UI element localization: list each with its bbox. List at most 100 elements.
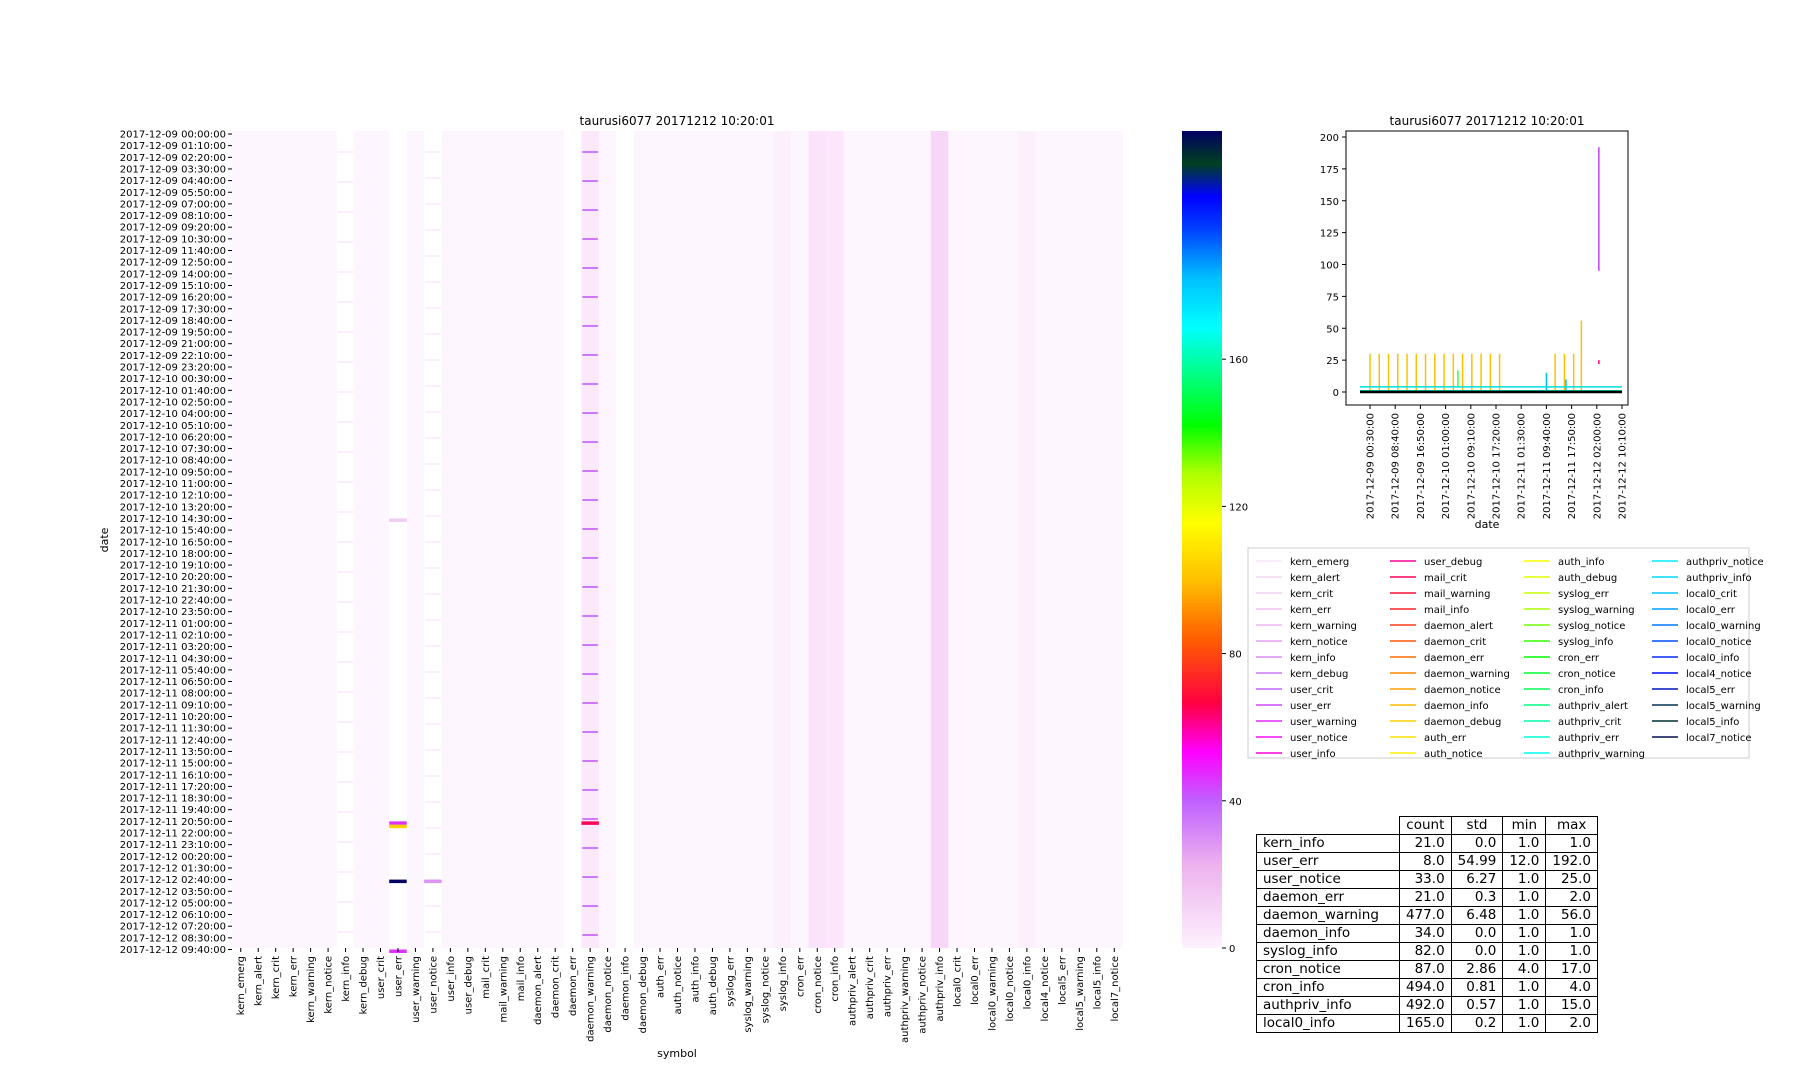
line-chart-ytick-label: 150 (1320, 197, 1339, 208)
heatmap-cell-syslog_info (774, 511, 791, 513)
heatmap-cell-cron_notice (809, 221, 825, 223)
heatmap-cell-cron_notice (809, 501, 825, 503)
heatmap-xtick-label: daemon_warning (586, 956, 597, 1042)
legend: kern_emerg kern_alert kern_crit kern_errker… (1247, 547, 1764, 760)
legend-label: user_crit (1290, 685, 1333, 696)
heatmap-cell-daemon_warning (582, 151, 598, 153)
heatmap-cell-cron_notice (809, 487, 825, 489)
heatmap-ytick-label: 2017-12-09 15:10:00 (120, 281, 226, 292)
heatmap-cell-user_err (389, 821, 407, 825)
heatmap-cell-cron_notice (809, 424, 825, 426)
heatmap-cell-daemon_warning (582, 905, 598, 907)
heatmap-xtick-label: local4_notice (1040, 956, 1051, 1021)
legend-label: kern_alert (1290, 573, 1340, 584)
heatmap-cell-cron_notice (809, 508, 825, 510)
heatmap-cell-cron_notice (809, 298, 825, 300)
heatmap-xtick-label: authpriv_warning (900, 956, 911, 1043)
legend-label: local0_notice (1686, 637, 1751, 648)
heatmap-ytick-label: 2017-12-11 09:10:00 (120, 700, 226, 711)
heatmap-xtick-label: syslog_info (778, 956, 789, 1011)
heatmap-ytick-label: 2017-12-10 21:30:00 (120, 584, 226, 595)
heatmap-cell-syslog_info (774, 412, 791, 414)
heatmap-xtick-label: user_warning (411, 956, 422, 1023)
heatmap-cell-user_notice (425, 541, 441, 543)
stats-cell-count: 21.0 (1399, 834, 1452, 853)
heatmap-ytick-label: 2017-12-11 20:50:00 (120, 817, 226, 828)
heatmap-ytick-label: 2017-12-11 12:40:00 (120, 735, 226, 746)
stats-row-label: user_err (1256, 852, 1400, 871)
colorbar: 0 40 80 120 160 (1182, 131, 1248, 955)
heatmap-xtick-label: kern_emerg (236, 956, 247, 1015)
heatmap-cell-daemon_warning (582, 180, 598, 182)
heatmap-xtick-label: mail_crit (481, 956, 492, 999)
heatmap-cell-user_notice (425, 437, 441, 439)
heatmap-ytick-label: 2017-12-11 23:10:00 (120, 840, 226, 851)
heatmap-cell-cron_notice (809, 732, 825, 734)
heatmap-cell-cron_notice (809, 431, 825, 433)
heatmap-ytick-label: 2017-12-09 05:50:00 (120, 188, 226, 199)
heatmap-ytick-label: 2017-12-11 02:10:00 (120, 630, 226, 641)
heatmap-ytick-label: 2017-12-09 16:20:00 (120, 293, 226, 304)
heatmap-cell-syslog_info (774, 403, 791, 405)
heatmap-cell-syslog_info (774, 907, 791, 909)
stats-col-std: std (1450, 816, 1504, 835)
heatmap-cell-user_notice (425, 385, 441, 387)
heatmap-cell-cron_notice (809, 879, 825, 881)
stats-cell-max: 1.0 (1545, 834, 1599, 853)
heatmap-cell-cron_notice (809, 578, 825, 580)
heatmap-cell-syslog_info (774, 421, 791, 423)
stats-cell-min: 1.0 (1502, 906, 1547, 925)
heatmap-cell-user_notice (425, 905, 441, 907)
stats-row: cron_notice 87.0 2.86 4.0 17.0 (1256, 960, 1599, 979)
heatmap-cell-cron_notice (809, 662, 825, 664)
stats-row: authpriv_info 492.0 0.57 1.0 15.0 (1256, 996, 1599, 1015)
heatmap-cell-cron_notice (809, 550, 825, 552)
heatmap-cell-cron_notice (809, 249, 825, 251)
heatmap-cell-cron_notice (809, 928, 825, 930)
heatmap-cell-syslog_info (774, 646, 791, 648)
heatmap-ytick-label: 2017-12-10 04:00:00 (120, 409, 226, 420)
legend-label: daemon_alert (1424, 621, 1493, 632)
heatmap-xtick-label: kern_crit (271, 956, 282, 999)
heatmap-cell-daemon_warning (582, 383, 598, 385)
heatmap-cell-cron_notice (809, 291, 825, 293)
stats-row: user_err 8.0 54.99 12.0 192.0 (1256, 852, 1599, 871)
legend-label: user_warning (1290, 717, 1357, 728)
heatmap-cell-cron_notice (809, 333, 825, 335)
heatmap-cell-cron_notice (809, 914, 825, 916)
heatmap-cell-kern_info (337, 511, 354, 513)
stats-cell-max: 4.0 (1545, 978, 1599, 997)
heatmap-cell-syslog_info (774, 313, 791, 315)
stats-row-label: cron_notice (1256, 960, 1400, 979)
heatmap-xtick-label: local7_notice (1110, 956, 1121, 1021)
heatmap-ytick-label: 2017-12-09 11:40:00 (120, 246, 226, 257)
heatmap-cell-daemon_warning (582, 528, 598, 530)
heatmap-cell-syslog_info (774, 457, 791, 459)
heatmap-cell-cron_notice (809, 207, 825, 209)
legend-label: daemon_crit (1424, 637, 1486, 648)
heatmap-cell-cron_notice (809, 312, 825, 314)
stats-cell-min: 1.0 (1502, 942, 1547, 961)
heatmap-cell-syslog_info (774, 169, 791, 171)
heatmap-xtick-label: authpriv_info (935, 956, 946, 1022)
heatmap-cell-cron_notice (809, 690, 825, 692)
heatmap-cell-syslog_info (774, 682, 791, 684)
heatmap-xtick-label: user_err (393, 955, 404, 997)
heatmap-xtick-label: kern_info (341, 956, 352, 1002)
heatmap-cell-syslog_info (774, 385, 791, 387)
legend-label: local0_warning (1686, 621, 1761, 632)
heatmap-cell-cron_notice (809, 837, 825, 839)
heatmap-cell-user_notice (425, 723, 441, 725)
heatmap-cell-syslog_info (774, 538, 791, 540)
heatmap-cell-user_notice (425, 567, 441, 569)
heatmap-cell-kern_info (337, 691, 354, 693)
heatmap-cell-daemon_warning (582, 934, 598, 936)
stats-cell-min: 1.0 (1502, 924, 1547, 943)
heatmap-cell-cron_notice (809, 256, 825, 258)
heatmap-cell-kern_info (337, 631, 354, 633)
heatmap-cell-syslog_info (774, 610, 791, 612)
heatmap-cell-syslog_info (774, 673, 791, 675)
heatmap-cell-user_notice (425, 671, 441, 673)
heatmap-cell-syslog_info (774, 628, 791, 630)
heatmap-cell-user_err (389, 518, 407, 522)
